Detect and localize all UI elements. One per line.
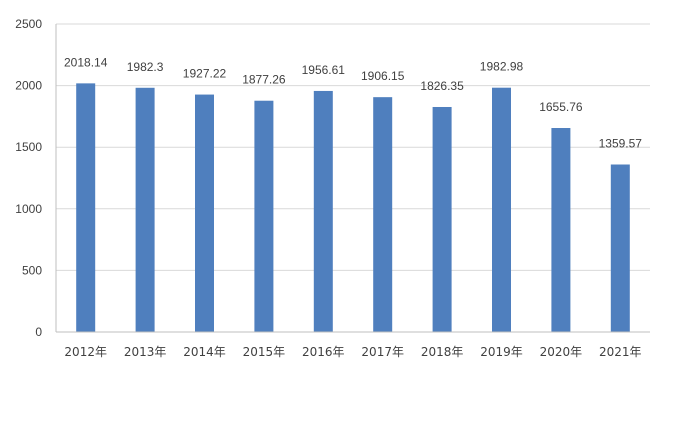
gridlines: [56, 23, 650, 271]
data-label: 1927.22: [183, 67, 227, 81]
y-tick-label: 1500: [15, 140, 42, 154]
x-tick-label: 2019年: [480, 345, 523, 359]
x-tick-label: 2014年: [183, 345, 226, 359]
bar: [254, 100, 274, 333]
x-tick-label: 2013年: [124, 345, 167, 359]
data-label: 1877.26: [242, 73, 286, 87]
x-tick-label: 2020年: [540, 345, 583, 359]
y-tick-label: 0: [35, 325, 42, 339]
bar: [492, 87, 511, 332]
data-label: 2018.14: [64, 55, 108, 69]
x-tick-label: 2015年: [243, 345, 286, 359]
bar: [551, 128, 571, 332]
y-tick-label: 2000: [15, 79, 42, 93]
y-tick-label: 500: [22, 263, 42, 277]
data-labels: 2018.14 1982.3 1927.22 1877.26 1956.61 1906.1…: [64, 55, 642, 150]
y-tick-label: 2500: [15, 17, 42, 31]
data-label: 1906.15: [361, 69, 405, 83]
bar: [610, 164, 630, 332]
bar: [432, 106, 452, 332]
axes: [55, 24, 650, 333]
x-tick-label: 2018年: [421, 345, 464, 359]
bar: [76, 83, 96, 333]
bar: [135, 87, 155, 332]
x-tick-label: 2021年: [599, 345, 642, 359]
x-tick-label: 2016年: [302, 345, 345, 359]
x-tick-labels: 2012年 2013年 2014年 2015年 2016年 2017年 2018年 2019年…: [64, 345, 641, 359]
x-tick-label: 2012年: [64, 345, 107, 359]
data-label: 1982.98: [480, 60, 524, 74]
x-tick-label: 2017年: [361, 345, 404, 359]
y-tick-label: 1000: [15, 202, 42, 216]
data-label: 1956.61: [302, 63, 346, 77]
bar: [313, 90, 333, 332]
bars: [76, 83, 630, 333]
y-tick-labels: 0 500 1000 1500 2000 2500: [15, 17, 42, 339]
data-label: 1826.35: [420, 79, 464, 93]
data-label: 1655.76: [539, 100, 583, 114]
bar: [195, 94, 214, 332]
data-label: 1359.57: [599, 137, 643, 151]
bar: [373, 97, 393, 332]
data-label: 1982.3: [127, 60, 164, 74]
